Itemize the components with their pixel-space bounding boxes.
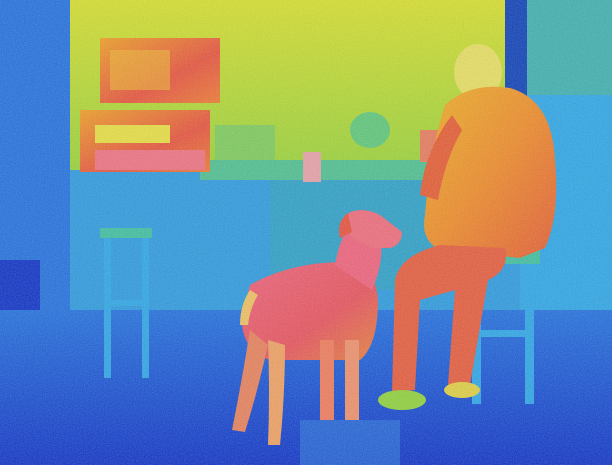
thermal-scene [0, 0, 612, 465]
thermal-noise [0, 0, 612, 465]
